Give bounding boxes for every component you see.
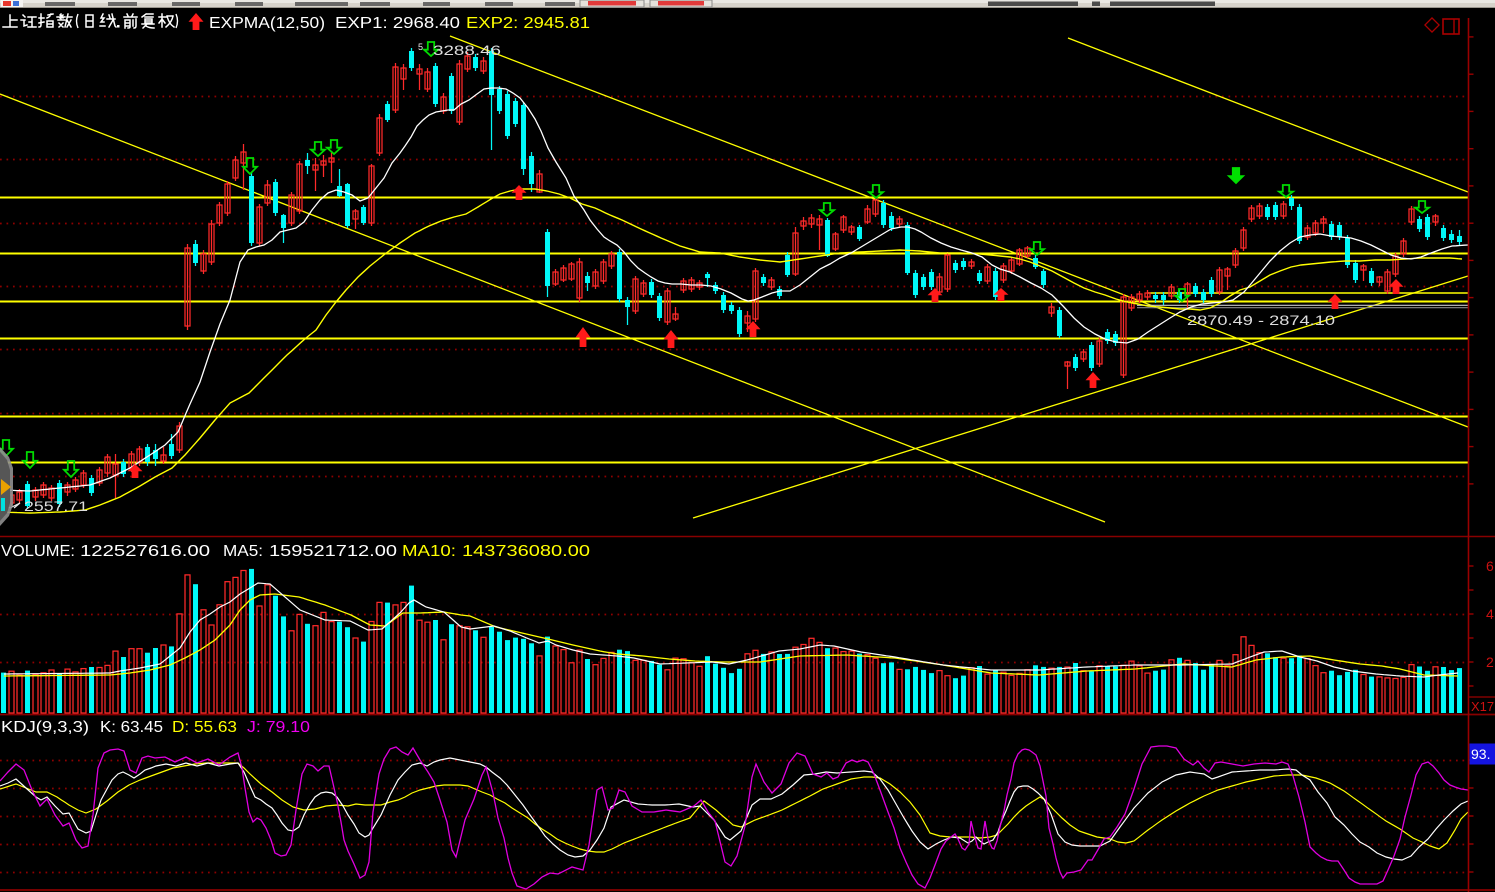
svg-text:2557.71: 2557.71	[24, 498, 88, 514]
svg-text:2870.49 - 2874.10: 2870.49 - 2874.10	[1187, 312, 1335, 328]
svg-text:122527616.00: 122527616.00	[80, 543, 210, 560]
svg-text:KDJ(9,3,3): KDJ(9,3,3)	[1, 719, 89, 736]
svg-text:3288.46: 3288.46	[433, 42, 501, 58]
svg-text:MA5:: MA5:	[223, 543, 263, 560]
svg-text:159521712.00: 159521712.00	[269, 543, 397, 560]
svg-text:D: 55.63: D: 55.63	[172, 719, 237, 736]
svg-text:EXP1: 2968.40: EXP1: 2968.40	[335, 15, 460, 32]
svg-text:VOLUME:: VOLUME:	[1, 543, 75, 560]
svg-text:EXP2: 2945.81: EXP2: 2945.81	[466, 15, 590, 32]
svg-text:5: 5	[418, 42, 423, 52]
svg-text:2: 2	[1486, 654, 1494, 670]
svg-text:143736080.00: 143736080.00	[462, 543, 590, 560]
svg-text:6: 6	[1486, 558, 1494, 574]
svg-text:X17: X17	[1471, 699, 1494, 714]
svg-text:EXPMA(12,50): EXPMA(12,50)	[209, 15, 325, 32]
svg-text:MA10:: MA10:	[402, 543, 456, 560]
svg-text:4: 4	[1486, 606, 1494, 622]
svg-text:J: 79.10: J: 79.10	[247, 719, 310, 736]
svg-text:K: 63.45: K: 63.45	[100, 719, 163, 736]
svg-text:93.: 93.	[1471, 746, 1490, 762]
